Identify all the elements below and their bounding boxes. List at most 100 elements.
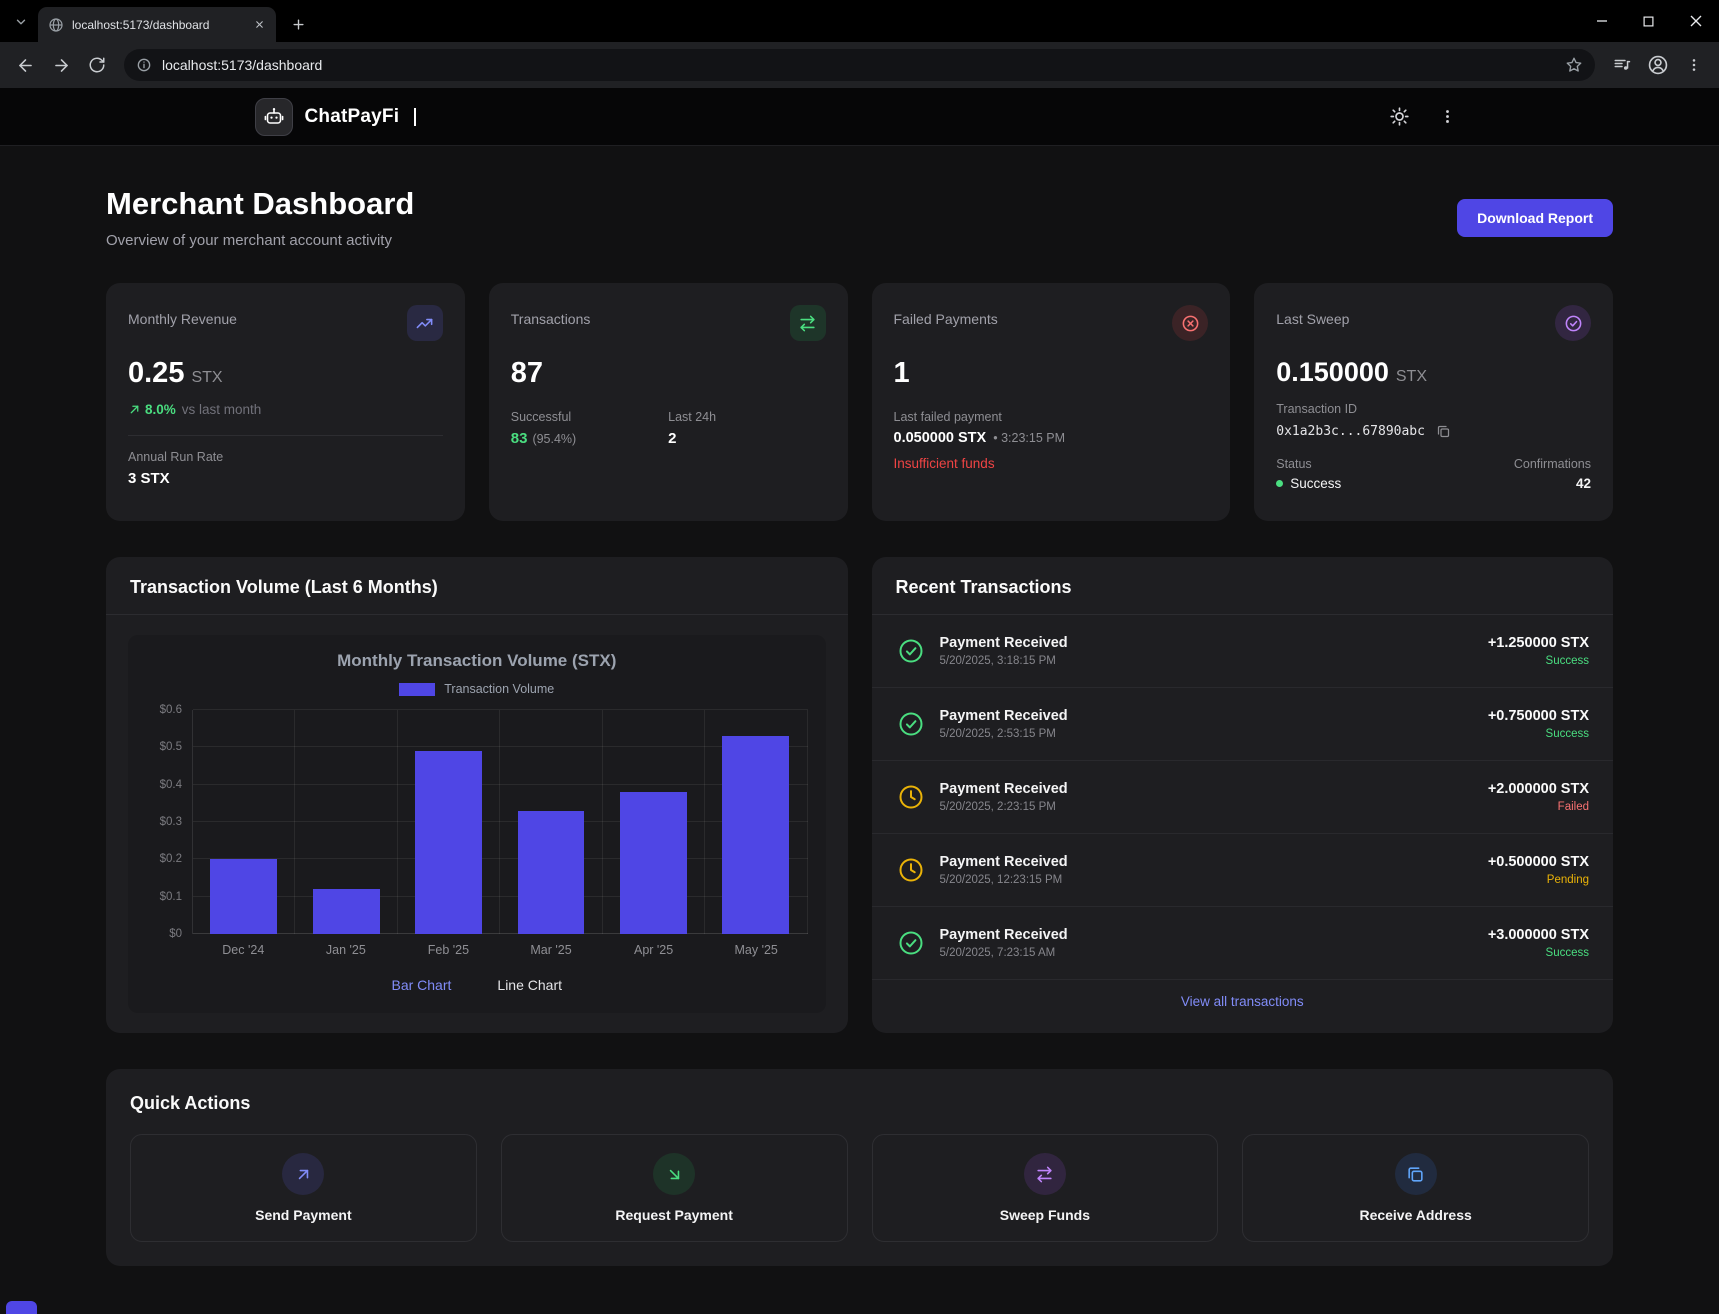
media-controls-icon[interactable]	[1605, 48, 1639, 82]
transaction-amount: +3.000000 STX	[1487, 927, 1589, 943]
transaction-row[interactable]: Payment Received 5/20/2025, 2:53:15 PM +…	[871, 688, 1613, 761]
bar-6	[722, 736, 790, 934]
arrow-down-right-icon	[653, 1153, 696, 1195]
x-tick-label: Mar '25	[530, 943, 572, 957]
failed-time: • 3:23:15 PM	[993, 431, 1065, 445]
quick-action-label: Send Payment	[255, 1207, 352, 1223]
chart-panel-title: Transaction Volume (Last 6 Months)	[130, 577, 438, 597]
tab-line-chart[interactable]: Line Chart	[497, 977, 562, 993]
check-circle-icon	[896, 928, 926, 958]
tab-search-icon[interactable]	[6, 7, 36, 37]
divider	[128, 435, 443, 436]
bookmark-star-icon[interactable]	[1565, 56, 1583, 74]
window-close-button[interactable]	[1672, 0, 1719, 42]
transaction-status: Pending	[1546, 874, 1589, 886]
app-menu-kebab-icon[interactable]	[1431, 100, 1465, 134]
last24-value: 2	[668, 430, 677, 447]
x-tick-label: Dec '24	[222, 943, 265, 957]
brand[interactable]: ChatPayFi	[254, 97, 417, 136]
new-tab-button[interactable]	[284, 10, 312, 38]
tab-title: localhost:5173/dashboard	[72, 17, 210, 32]
window-maximize-button[interactable]	[1625, 0, 1672, 42]
tab-close-icon[interactable]	[251, 16, 268, 33]
check-circle-icon	[1555, 305, 1591, 341]
quick-action-label: Sweep Funds	[999, 1207, 1090, 1223]
swap-arrows-icon	[789, 305, 826, 341]
swap-arrows-icon	[1023, 1153, 1066, 1195]
transaction-amount: +0.500000 STX	[1487, 854, 1589, 870]
tab-bar-chart[interactable]: Bar Chart	[391, 977, 452, 993]
transactions-value: 87	[510, 357, 544, 389]
gridline	[193, 746, 808, 748]
copy-icon	[1394, 1153, 1437, 1195]
send-payment-button[interactable]: Send Payment	[130, 1134, 477, 1242]
chart-legend: Transaction Volume	[146, 682, 808, 696]
browser-toolbar: localhost:5173/dashboard	[0, 42, 1719, 88]
annual-run-rate-label: Annual Run Rate	[128, 450, 224, 464]
last-sweep-card: Last Sweep 0.150000 STX Transaction ID 0…	[1254, 283, 1613, 521]
y-axis: $0 $0.1 $0.2 $0.3 $0.4 $0.5 $0.6	[146, 704, 192, 940]
receive-address-button[interactable]: Receive Address	[1242, 1134, 1589, 1242]
recent-transactions-panel: Recent Transactions Payment Received 5/2…	[871, 557, 1614, 1033]
theme-toggle-sun-icon[interactable]	[1383, 100, 1417, 134]
bar-5	[619, 792, 687, 934]
browser-tab-bar: localhost:5173/dashboard	[0, 0, 1719, 42]
bar-3	[415, 751, 483, 934]
back-icon[interactable]	[8, 48, 42, 82]
x-tick-label: Jan '25	[325, 943, 366, 957]
transaction-date: 5/20/2025, 2:53:15 PM	[939, 728, 1056, 740]
transaction-title: Payment Received	[939, 635, 1068, 651]
x-tick-label: Apr '25	[633, 943, 674, 957]
browser-menu-kebab-icon[interactable]	[1677, 48, 1711, 82]
transaction-row[interactable]: Payment Received 5/20/2025, 2:23:15 PM +…	[871, 761, 1613, 834]
url-text[interactable]: localhost:5173/dashboard	[162, 57, 323, 73]
bar-column	[705, 710, 808, 934]
check-circle-icon	[896, 636, 926, 666]
request-payment-button[interactable]: Request Payment	[500, 1134, 848, 1242]
download-report-button[interactable]: Download Report	[1457, 198, 1613, 237]
x-tick-label: Feb '25	[427, 943, 470, 957]
site-info-icon[interactable]	[136, 57, 152, 73]
failed-payments-card: Failed Payments 1 Last failed payment 0.…	[871, 283, 1231, 521]
bar-4	[517, 810, 585, 934]
failed-reason: Insufficient funds	[893, 456, 995, 471]
confirmations-label: Confirmations	[1513, 457, 1591, 471]
gridline	[193, 783, 808, 785]
reload-icon[interactable]	[80, 48, 114, 82]
window-minimize-button[interactable]	[1578, 0, 1625, 42]
status-dot	[1276, 480, 1284, 487]
view-all-transactions-link[interactable]: View all transactions	[872, 980, 1614, 1023]
transaction-row[interactable]: Payment Received 5/20/2025, 12:23:15 PM …	[871, 834, 1613, 907]
chat-widget-button[interactable]	[6, 1301, 37, 1314]
transaction-date: 5/20/2025, 12:23:15 PM	[939, 874, 1063, 886]
profile-avatar-icon[interactable]	[1641, 48, 1675, 82]
x-circle-icon	[1172, 305, 1209, 341]
transaction-row[interactable]: Payment Received 5/20/2025, 3:18:15 PM +…	[871, 615, 1613, 688]
check-circle-icon	[896, 709, 926, 739]
trending-up-icon	[406, 305, 443, 341]
transactions-card: Transactions 87 Successful 83 (95.4%) La…	[488, 283, 848, 521]
failed-amount: 0.050000 STX	[893, 430, 987, 446]
monthly-revenue-unit: STX	[191, 369, 223, 386]
transaction-amount: +0.750000 STX	[1487, 708, 1589, 724]
status-label: Status	[1276, 457, 1312, 471]
transaction-title: Payment Received	[939, 927, 1068, 943]
gridline	[193, 821, 808, 822]
transaction-row[interactable]: Payment Received 5/20/2025, 7:23:15 AM +…	[871, 907, 1613, 980]
y-tick-label: $0.6	[159, 704, 182, 716]
y-tick-label: $0.1	[159, 890, 182, 903]
address-bar[interactable]: localhost:5173/dashboard	[124, 49, 1595, 81]
transaction-date: 5/20/2025, 3:18:15 PM	[939, 655, 1056, 667]
transaction-status: Success	[1545, 947, 1589, 959]
sweep-funds-button[interactable]: Sweep Funds	[871, 1134, 1219, 1242]
quick-actions-title: Quick Actions	[130, 1093, 251, 1113]
bars-layer	[193, 710, 808, 934]
copy-txid-icon[interactable]	[1434, 422, 1453, 441]
txid-label: Transaction ID	[1276, 402, 1358, 416]
browser-tab[interactable]: localhost:5173/dashboard	[38, 7, 276, 42]
legend-label: Transaction Volume	[444, 682, 555, 696]
y-tick-label: $0.5	[159, 741, 182, 754]
transactions-panel-title: Recent Transactions	[895, 577, 1072, 597]
forward-icon[interactable]	[44, 48, 78, 82]
window-controls	[1578, 0, 1719, 42]
